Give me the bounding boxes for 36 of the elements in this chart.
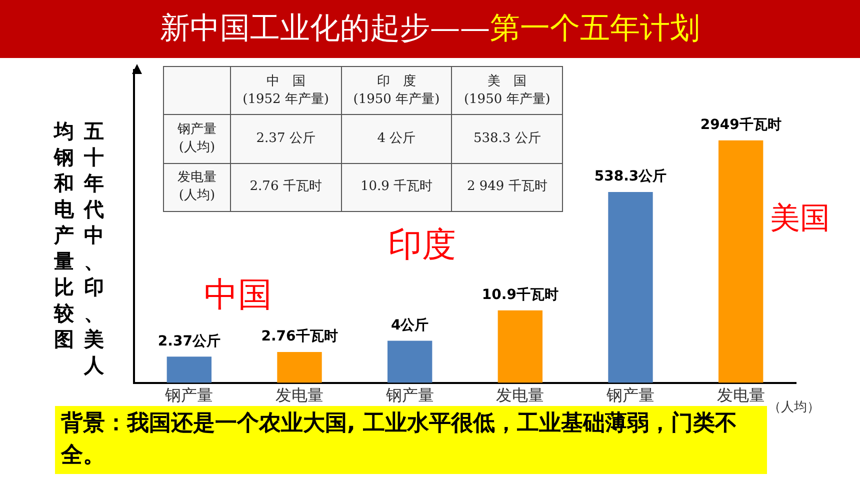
x-tick-label: 发电量	[716, 386, 765, 405]
text: 五十年代中、印、美人均钢和电产量比较图	[54, 119, 104, 377]
data-label: 538.3公斤	[594, 168, 667, 185]
data-label: 2.76千瓦时	[261, 328, 338, 345]
annotation: (1950 年产量)	[464, 92, 550, 107]
annotation: 2.37 公斤	[230, 114, 342, 164]
annotation: 2 949 千瓦时	[452, 163, 562, 212]
annotation: 10.9 千瓦时	[341, 163, 452, 212]
x-tick-label: 发电量	[496, 386, 544, 405]
data-label: 2.37公斤	[158, 332, 220, 350]
data-label: 10.9千瓦时	[482, 286, 558, 303]
x-tick-label: 钢产量	[606, 386, 654, 405]
chart-subtitle: 第一个五年计划	[490, 11, 700, 46]
annotation: 印度	[388, 224, 456, 267]
x-tick-label: 发电量	[276, 386, 324, 405]
x-tick-label: 钢产量	[164, 386, 214, 405]
annotation: 中国	[204, 274, 272, 317]
text: 背景：我国还是一个农业大国, 工业水平很低，工业基础薄弱，门类不全。	[55, 406, 767, 474]
annotation: 2.76 千瓦时	[230, 163, 342, 212]
annotation: 发电量	[178, 170, 216, 186]
annotation: 美国	[770, 200, 830, 238]
annotation: (1952 年产量)	[242, 92, 330, 107]
annotation: 印 度	[376, 74, 416, 89]
annotation: (人均)	[178, 140, 216, 155]
annotation: 538.3 公斤	[452, 114, 562, 164]
x-axis-title: （人均）	[768, 399, 820, 416]
data-label: 4公斤	[390, 316, 429, 334]
annotation: 美 国	[488, 74, 527, 89]
annotation: (1950 年产量)	[353, 92, 440, 107]
x-tick-label: 钢产量	[384, 386, 434, 405]
annotation: (人均)	[178, 188, 216, 204]
annotation: 钢产量	[178, 122, 216, 137]
chart-title: 新中国工业化的起步——	[160, 11, 490, 46]
annotation: 中 国	[266, 74, 306, 89]
data-label: 2949千瓦时	[700, 116, 782, 134]
annotation: 4 公斤	[341, 114, 452, 164]
